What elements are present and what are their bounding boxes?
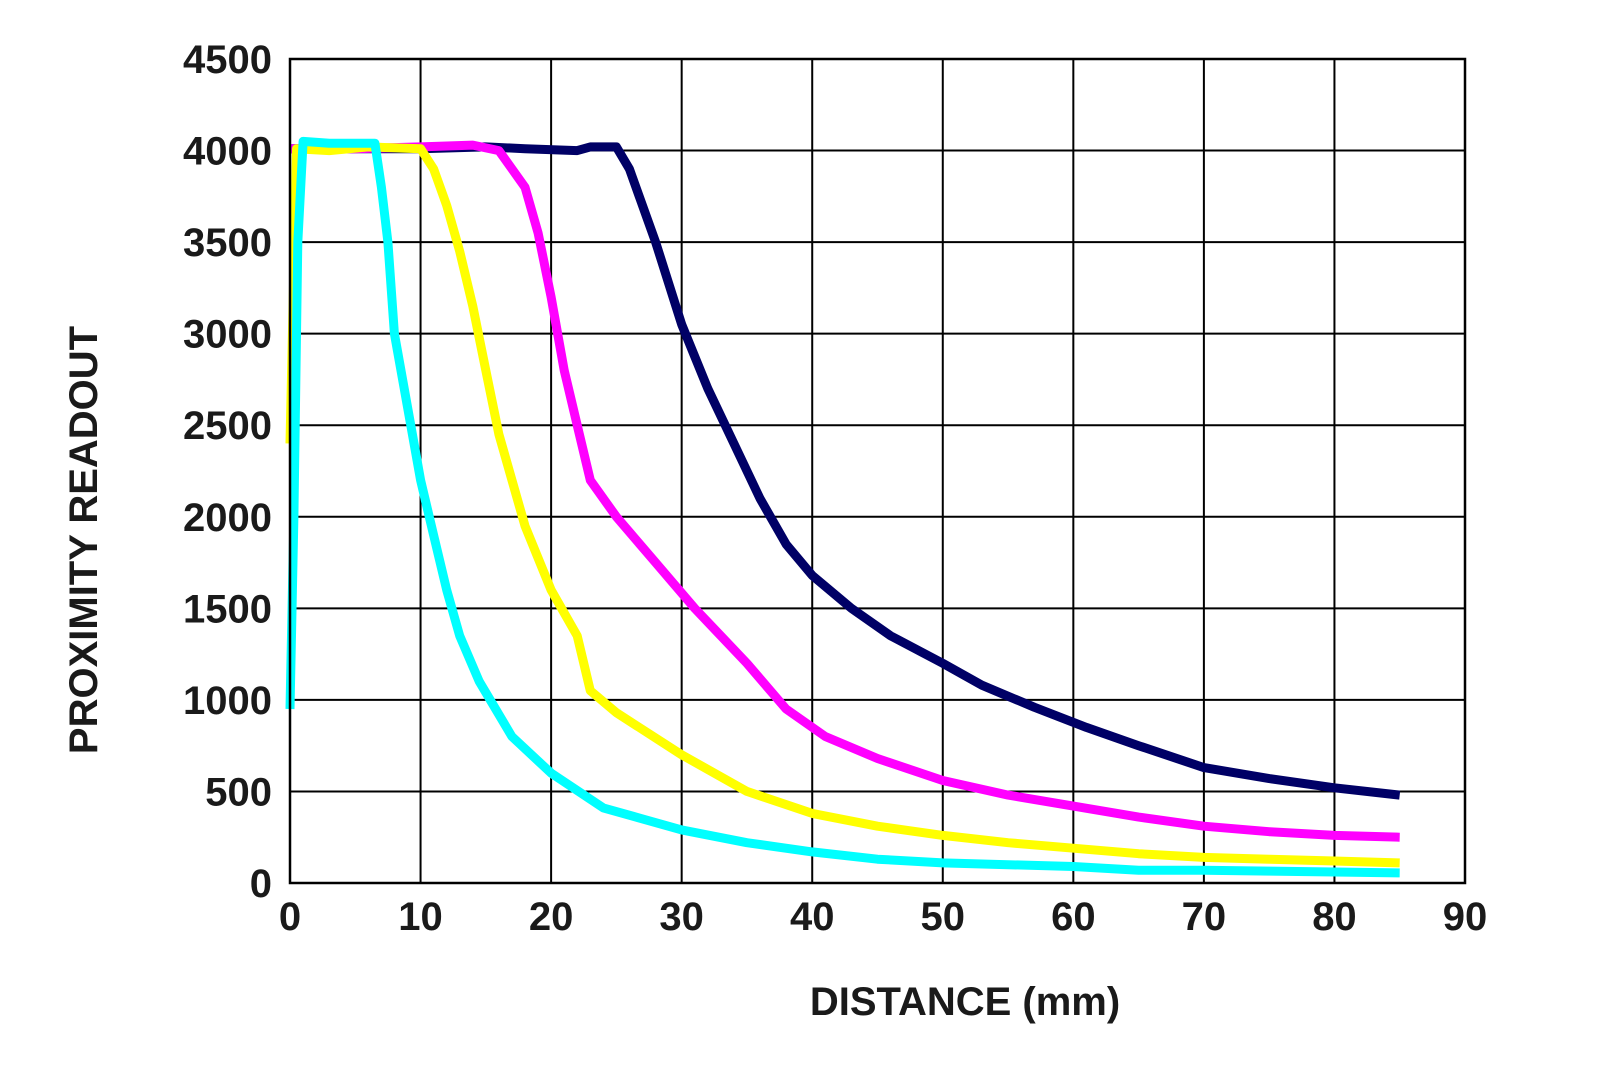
y-tick-label-3500: 3500 [183,221,272,265]
series-lines [285,136,1401,878]
y-tick-label-3000: 3000 [183,313,272,357]
x-axis-label: DISTANCE (mm) [810,980,1120,1024]
x-tick-labels: 0 10 20 30 40 50 60 70 80 90 [279,895,1487,939]
y-tick-label-1000: 1000 [183,679,272,723]
y-tick-labels: 0 500 1000 1500 2000 2500 3000 3500 4000 4500 [183,38,272,906]
x-tick-label-80: 80 [1312,895,1357,939]
plot-frame [288,57,1467,885]
x-tick-label-10: 10 [398,895,443,939]
y-tick-label-4500: 4500 [183,38,272,82]
x-tick-label-70: 70 [1182,895,1227,939]
x-tick-label-50: 50 [921,895,966,939]
x-tick-label-40: 40 [790,895,835,939]
y-tick-label-1500: 1500 [183,587,272,631]
x-tick-label-60: 60 [1051,895,1096,939]
y-tick-label-2500: 2500 [183,404,272,448]
y-tick-label-2000: 2000 [183,496,272,540]
series-line-1 [290,142,1401,800]
x-tick-label-30: 30 [659,895,704,939]
x-tick-label-20: 20 [529,895,574,939]
y-tick-label-4000: 4000 [183,130,272,174]
y-tick-label-0: 0 [250,862,272,906]
series-line-2 [290,140,1400,842]
x-tick-label-0: 0 [279,895,301,939]
series-line-4 [285,136,1400,878]
x-tick-label-90: 90 [1443,895,1488,939]
series-line-3 [285,142,1400,868]
y-tick-label-500: 500 [205,770,272,814]
grid-lines [290,59,1465,883]
y-axis-label: PROXIMITY READOUT [62,326,106,754]
